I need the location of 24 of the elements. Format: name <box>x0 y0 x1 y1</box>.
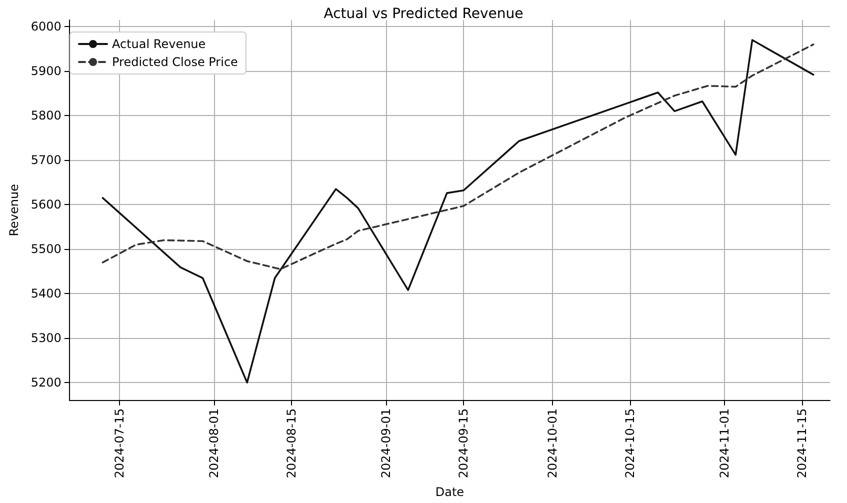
x-tick-label: 2024-08-15 <box>284 408 298 478</box>
chart-title: Actual vs Predicted Revenue <box>324 6 524 22</box>
x-tick-label: 2024-10-15 <box>623 408 638 478</box>
x-tick-label: 2024-08-01 <box>206 408 221 478</box>
legend-label: Actual Revenue <box>112 37 206 51</box>
y-axis-title: Revenue <box>7 184 21 236</box>
legend-label: Predicted Close Price <box>112 55 238 69</box>
x-tick-label: 2024-09-15 <box>456 408 471 478</box>
y-tick-label: 5300 <box>30 331 62 346</box>
x-tick-label: 2024-07-15 <box>112 408 126 478</box>
y-tick-label: 5700 <box>30 153 62 168</box>
x-tick-label: 2024-10-01 <box>545 408 560 478</box>
y-tick-label: 5600 <box>30 198 62 212</box>
line-series <box>102 39 814 384</box>
y-tick-label: 5500 <box>30 242 62 256</box>
y-tick-label: 6000 <box>30 20 62 34</box>
x-tick-label: 2024-09-01 <box>378 408 393 478</box>
y-tick-label: 5200 <box>30 376 62 390</box>
y-tick-label: 5900 <box>30 64 62 78</box>
x-axis-title: Date <box>435 485 464 499</box>
y-tick-label: 5800 <box>30 108 62 123</box>
y-tick-label: 5400 <box>30 286 62 301</box>
x-tick-label: 2024-11-15 <box>795 408 810 478</box>
x-tick-label: 2024-11-01 <box>718 408 732 478</box>
